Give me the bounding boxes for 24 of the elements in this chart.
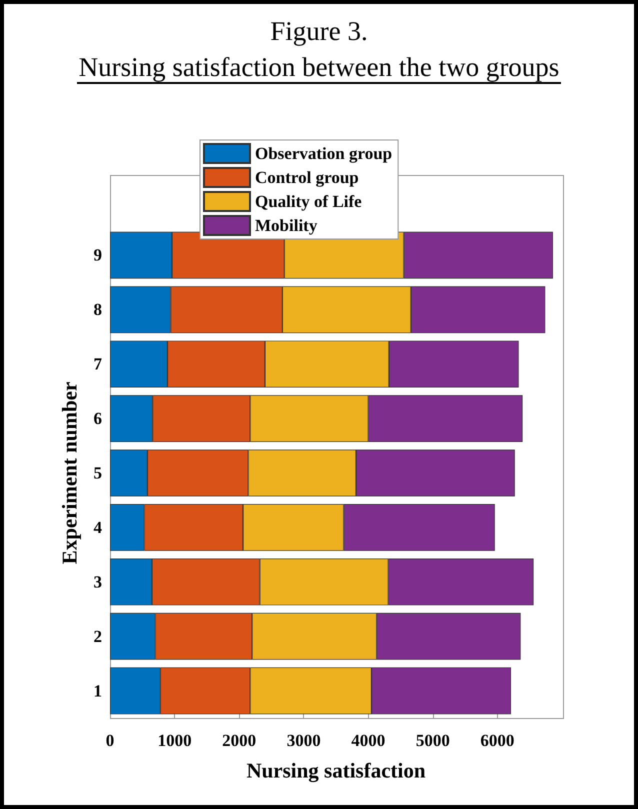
y-tick-label: 8 xyxy=(94,300,102,320)
y-tick-label: 3 xyxy=(94,572,102,592)
y-tick-label: 4 xyxy=(94,518,102,537)
x-tick-label: 6000 xyxy=(480,731,514,750)
legend-label: Control group xyxy=(255,168,359,187)
legend-label: Observation group xyxy=(255,144,392,163)
y-tick-label: 7 xyxy=(94,354,102,374)
x-tick-label: 4000 xyxy=(351,731,386,750)
chart-subtitle: Nursing satisfaction between the two groups xyxy=(76,52,562,84)
y-tick-label: 5 xyxy=(94,464,102,482)
y-tick-label: 6 xyxy=(94,409,102,428)
y-tick-label: 9 xyxy=(94,246,102,265)
x-tick-label: 1000 xyxy=(158,731,192,750)
legend-label: Quality of Life xyxy=(255,192,362,211)
chart-title: Figure 3. xyxy=(269,16,369,47)
y-tick-label: 2 xyxy=(94,626,102,646)
x-tick-label: 2000 xyxy=(222,731,256,750)
legend-label: Mobility xyxy=(255,216,318,235)
x-axis-title: Nursing satisfaction xyxy=(246,758,426,782)
y-tick-label: 1 xyxy=(94,681,102,700)
x-tick-label: 5000 xyxy=(416,731,450,750)
x-tick-label: 3000 xyxy=(286,731,321,750)
y-axis-title: Experiment number xyxy=(58,382,82,564)
x-tick-label: 0 xyxy=(106,731,114,750)
